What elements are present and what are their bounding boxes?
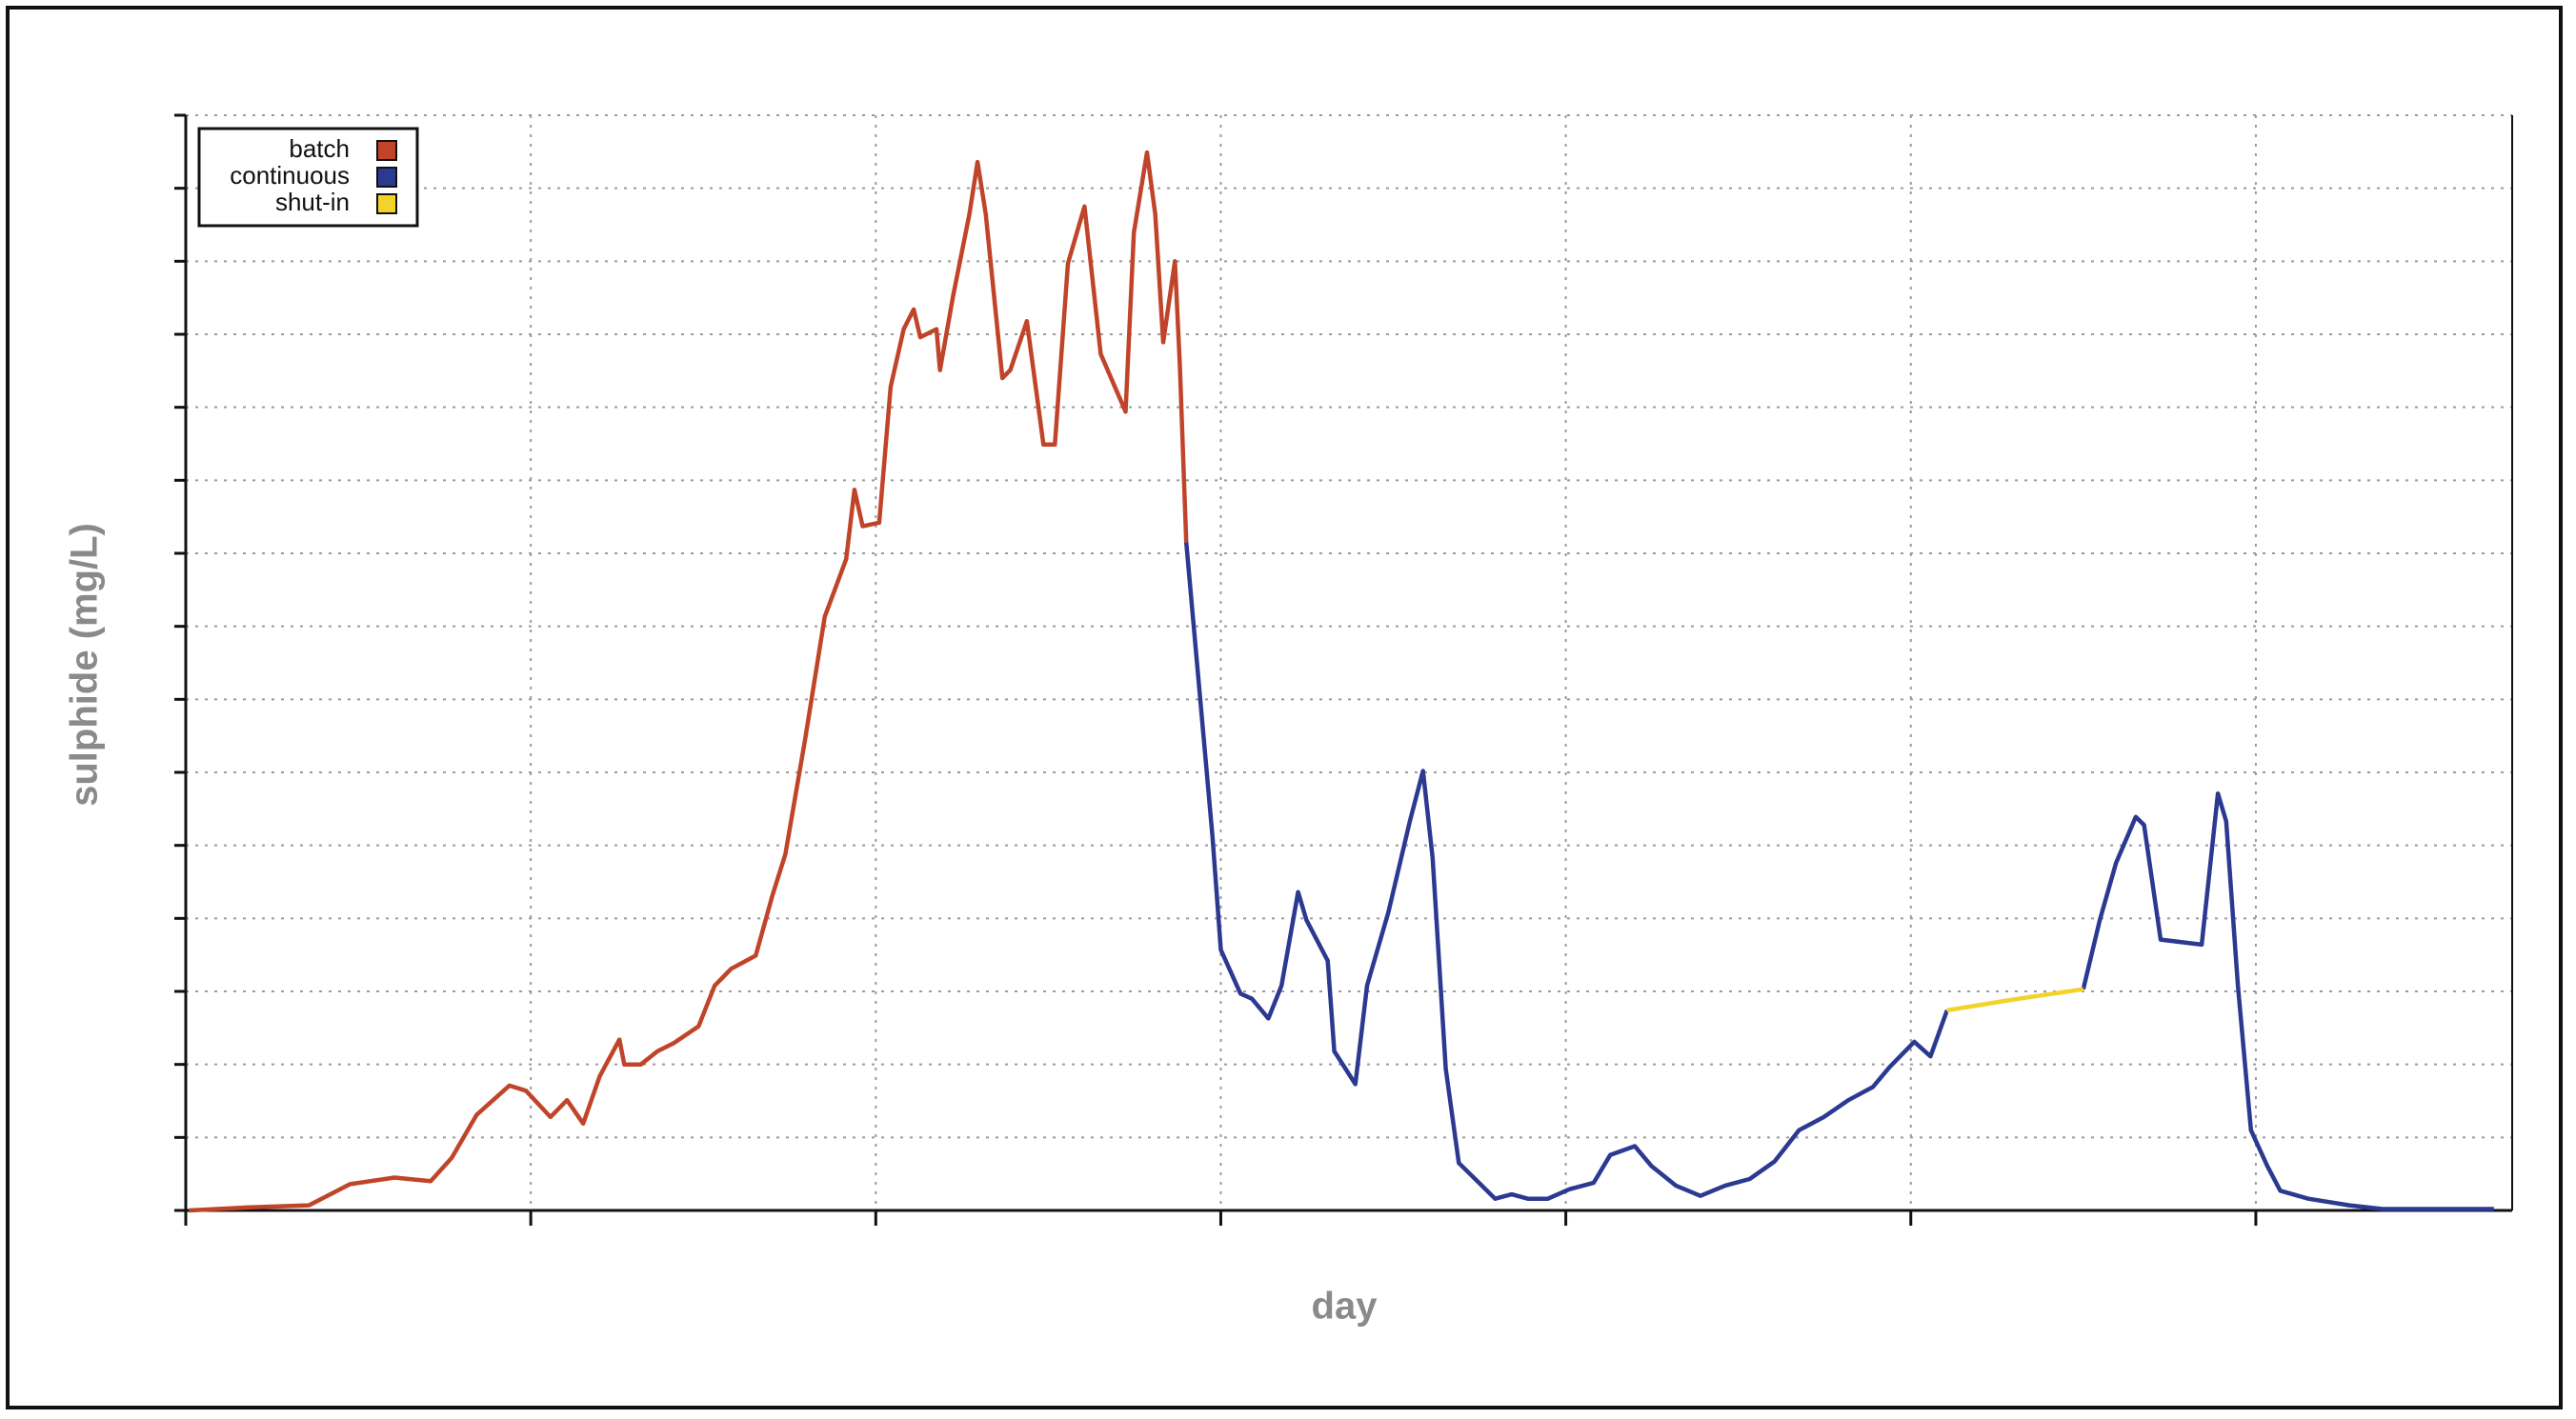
legend-label: shut-in xyxy=(275,188,350,216)
legend-label: continuous xyxy=(230,161,350,190)
legend-swatch xyxy=(376,193,397,214)
legend-swatch xyxy=(376,167,397,188)
legend-swatch xyxy=(376,140,397,161)
data-line xyxy=(1946,987,2084,1013)
data-line xyxy=(1183,542,2494,1211)
data-line xyxy=(189,150,1189,1213)
x-axis-label: day xyxy=(1312,1286,1379,1328)
legend-label: batch xyxy=(289,134,350,163)
frame xyxy=(6,6,2563,1409)
y-axis-label: sulphide (mg/L) xyxy=(64,523,106,807)
